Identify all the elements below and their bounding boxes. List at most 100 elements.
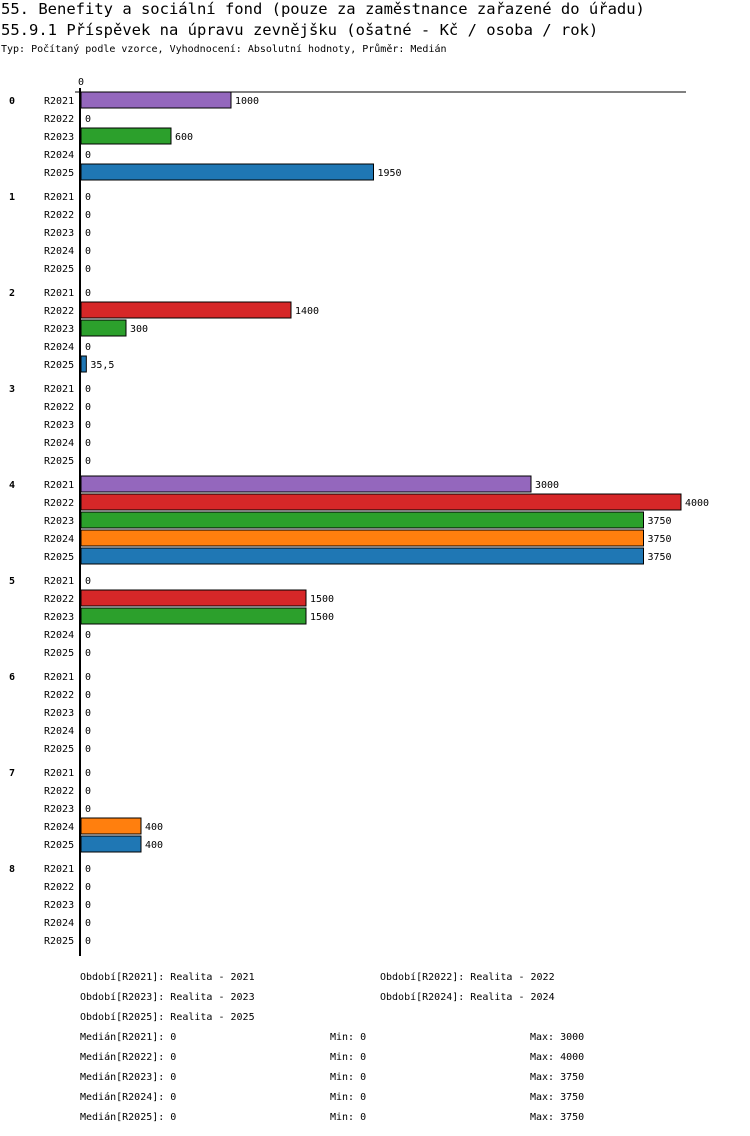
row-label: R2025 <box>44 360 74 371</box>
value-label: 0 <box>85 402 91 413</box>
value-label: 3000 <box>535 480 559 491</box>
value-label: 0 <box>85 150 91 161</box>
value-label: 0 <box>85 648 91 659</box>
value-label: 300 <box>130 324 148 335</box>
row-label: R2021 <box>44 192 74 203</box>
row-label: R2022 <box>44 498 74 509</box>
value-label: 0 <box>85 864 91 875</box>
row-label: R2025 <box>44 456 74 467</box>
legend-period-r2023: Období[R2023]: Realita - 2023 <box>80 992 255 1003</box>
value-label: 0 <box>85 192 91 203</box>
value-label: 600 <box>175 132 193 143</box>
value-label: 0 <box>85 744 91 755</box>
row-label: R2025 <box>44 744 74 755</box>
stat-median-r2022: Medián[R2022]: 0 <box>80 1052 177 1063</box>
row-label: R2024 <box>44 534 74 545</box>
value-label: 0 <box>85 726 91 737</box>
row-label: R2021 <box>44 672 74 683</box>
row-label: R2022 <box>44 306 74 317</box>
row-label: R2022 <box>44 786 74 797</box>
row-label: R2021 <box>44 864 74 875</box>
stat-median-r2023: Medián[R2023]: 0 <box>80 1072 177 1083</box>
bar-r2025 <box>80 835 142 853</box>
bar-r2023 <box>80 319 127 337</box>
row-label: R2025 <box>44 648 74 659</box>
row-label: R2023 <box>44 516 74 527</box>
value-label: 0 <box>85 630 91 641</box>
value-label: 400 <box>145 822 163 833</box>
bar-r2024 <box>80 529 644 547</box>
stat-min-r2021: Min: 0 <box>330 1032 367 1043</box>
bar-r2023 <box>80 511 644 529</box>
value-label: 0 <box>85 936 91 947</box>
value-label: 1000 <box>235 96 259 107</box>
row-label: R2023 <box>44 228 74 239</box>
row-label: R2024 <box>44 438 74 449</box>
bar-r2022 <box>80 589 307 607</box>
value-label: 3750 <box>648 516 672 527</box>
bar-r2022 <box>80 301 292 319</box>
stat-min-r2025: Min: 0 <box>330 1112 367 1123</box>
row-label: R2023 <box>44 900 74 911</box>
stat-min-r2024: Min: 0 <box>330 1092 367 1103</box>
value-label: 0 <box>85 918 91 929</box>
row-label: R2024 <box>44 246 74 257</box>
value-label: 1500 <box>310 594 334 605</box>
bar-r2024 <box>80 817 142 835</box>
stat-max-r2022: Max: 4000 <box>530 1052 585 1063</box>
row-label: R2024 <box>44 918 74 929</box>
value-label: 0 <box>85 708 91 719</box>
row-label: R2023 <box>44 804 74 815</box>
group-label: 2 <box>9 288 15 299</box>
row-label: R2023 <box>44 420 74 431</box>
row-label: R2025 <box>44 264 74 275</box>
value-label: 0 <box>85 114 91 125</box>
value-label: 0 <box>85 456 91 467</box>
row-label: R2021 <box>44 480 74 491</box>
value-label: 0 <box>85 576 91 587</box>
row-label: R2023 <box>44 708 74 719</box>
value-label: 0 <box>85 690 91 701</box>
row-label: R2022 <box>44 594 74 605</box>
value-label: 0 <box>85 420 91 431</box>
value-label: 1500 <box>310 612 334 623</box>
value-label: 1950 <box>378 168 402 179</box>
legend-period-r2022: Období[R2022]: Realita - 2022 <box>380 972 555 983</box>
row-label: R2022 <box>44 114 74 125</box>
stat-median-r2025: Medián[R2025]: 0 <box>80 1112 177 1123</box>
stat-max-r2024: Max: 3750 <box>530 1092 585 1103</box>
row-label: R2021 <box>44 96 74 107</box>
row-label: R2024 <box>44 150 74 161</box>
bar-r2021 <box>80 475 532 493</box>
value-label: 0 <box>85 228 91 239</box>
stat-max-r2023: Max: 3750 <box>530 1072 585 1083</box>
stat-median-r2021: Medián[R2021]: 0 <box>80 1032 177 1043</box>
group-label: 0 <box>9 96 15 107</box>
row-label: R2022 <box>44 690 74 701</box>
value-label: 3750 <box>648 534 672 545</box>
row-label: R2021 <box>44 768 74 779</box>
bar-r2021 <box>80 91 232 109</box>
value-label: 0 <box>85 210 91 221</box>
value-label: 1400 <box>295 306 319 317</box>
value-label: 0 <box>85 900 91 911</box>
group-label: 6 <box>9 672 15 683</box>
bar-r2022 <box>80 493 682 511</box>
axis-zero-label: 0 <box>78 77 84 88</box>
row-label: R2022 <box>44 210 74 221</box>
value-label: 0 <box>85 438 91 449</box>
row-label: R2025 <box>44 552 74 563</box>
value-label: 0 <box>85 246 91 257</box>
legend-period-r2024: Období[R2024]: Realita - 2024 <box>380 992 555 1003</box>
row-label: R2021 <box>44 576 74 587</box>
row-label: R2025 <box>44 840 74 851</box>
row-label: R2024 <box>44 822 74 833</box>
row-label: R2025 <box>44 168 74 179</box>
value-label: 0 <box>85 288 91 299</box>
value-label: 0 <box>85 786 91 797</box>
page-title: 55. Benefity a sociální fond (pouze za z… <box>1 0 645 18</box>
chart-subtitle: 55.9.1 Příspěvek na úpravu zevnějšku (oš… <box>1 21 599 39</box>
value-label: 3750 <box>648 552 672 563</box>
value-label: 0 <box>85 768 91 779</box>
